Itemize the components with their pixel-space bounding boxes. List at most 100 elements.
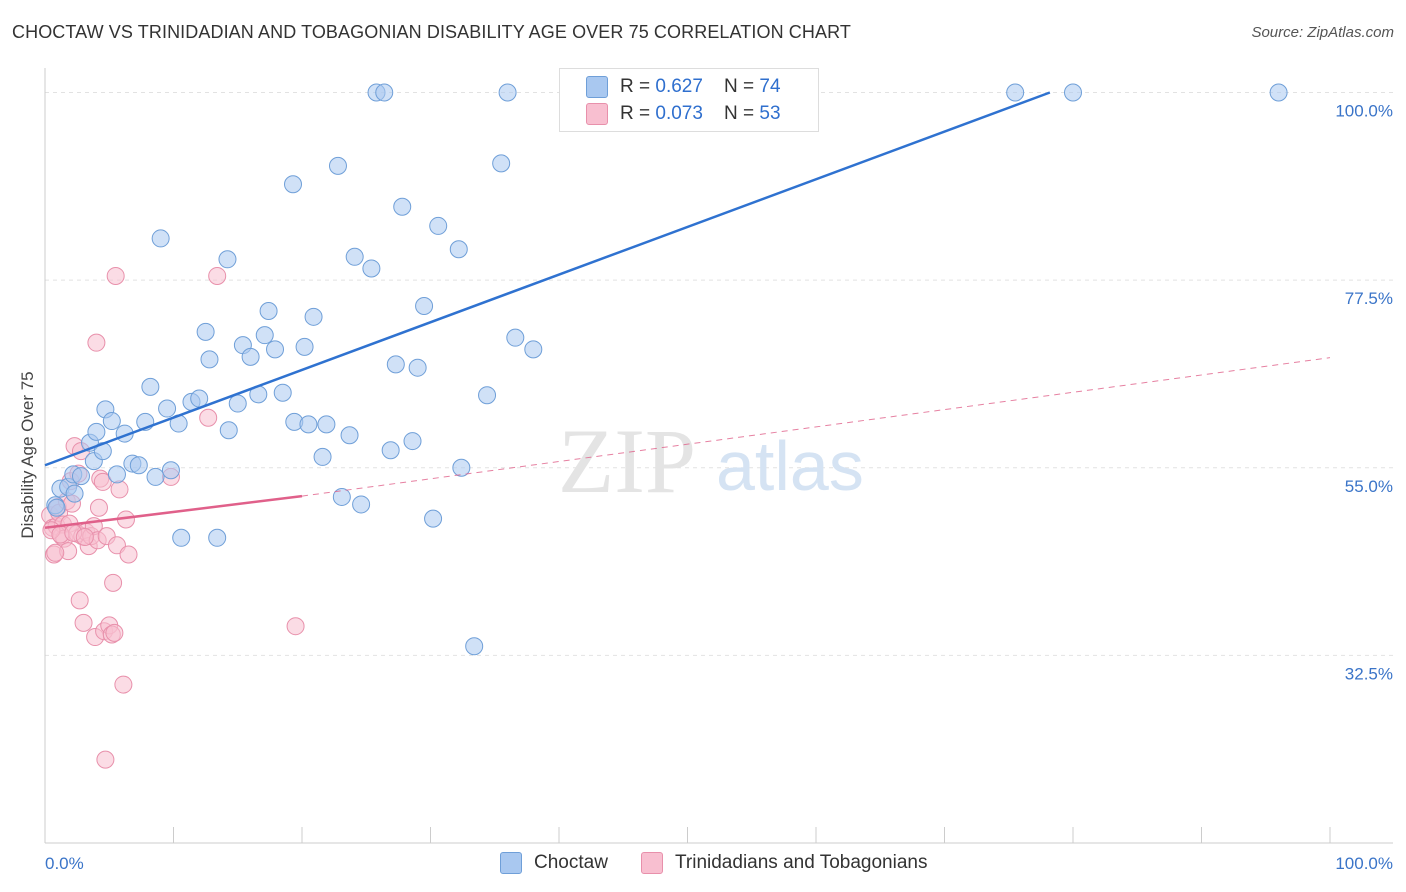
choctaw-point bbox=[87, 422, 106, 441]
choctaw-point bbox=[465, 637, 484, 656]
x-tick-label: 100.0% bbox=[1335, 854, 1393, 873]
choctaw-point bbox=[345, 247, 364, 266]
x-tick-labels: 0.0% 100.0% bbox=[45, 854, 1393, 873]
trinidad-point bbox=[106, 266, 125, 285]
y-tick-label: 55.0% bbox=[1345, 477, 1393, 496]
trinidad-point bbox=[74, 613, 93, 632]
trinidad-point bbox=[46, 543, 65, 562]
trinidad-swatch bbox=[586, 103, 608, 125]
legend-n-value-trinidad: 53 bbox=[759, 103, 781, 124]
choctaw-point bbox=[299, 415, 318, 434]
choctaw-point bbox=[449, 240, 468, 259]
choctaw-point bbox=[403, 432, 422, 451]
choctaw-point bbox=[340, 426, 359, 445]
legend-r-value-trinidad: 0.073 bbox=[655, 103, 703, 124]
source-label: Source: ZipAtlas.com bbox=[1251, 24, 1394, 41]
choctaw-point bbox=[259, 301, 278, 320]
choctaw-point bbox=[200, 350, 219, 369]
choctaw-point bbox=[375, 83, 394, 102]
legend-item-choctaw[interactable]: Choctaw bbox=[500, 852, 608, 874]
legend-row-choctaw: R = 0.627 N = 74 bbox=[586, 75, 781, 99]
trinidad-point bbox=[96, 750, 115, 769]
choctaw-point bbox=[151, 229, 170, 248]
choctaw-point bbox=[362, 259, 381, 278]
choctaw-point bbox=[219, 421, 238, 440]
choctaw-point bbox=[71, 467, 90, 486]
trinidad-trend-extension bbox=[301, 357, 1331, 497]
choctaw-point bbox=[172, 528, 191, 547]
choctaw-point bbox=[218, 250, 237, 269]
y-tick-labels: 32.5% 55.0% 77.5% 100.0% bbox=[1335, 102, 1393, 684]
choctaw-point bbox=[129, 456, 148, 475]
choctaw-point bbox=[208, 528, 227, 547]
watermark: ZIP atlas bbox=[558, 410, 864, 512]
legend-label-choctaw: Choctaw bbox=[534, 852, 608, 873]
choctaw-point bbox=[1064, 83, 1082, 102]
choctaw-point bbox=[273, 383, 292, 402]
y-tick-label: 32.5% bbox=[1345, 664, 1393, 683]
choctaw-point bbox=[1006, 83, 1025, 102]
trinidad-point bbox=[75, 527, 94, 546]
trinidad-swatch bbox=[641, 852, 663, 874]
trend-lines bbox=[44, 91, 1331, 530]
legend-r-label: R = bbox=[620, 103, 656, 124]
trinidad-point bbox=[286, 617, 305, 636]
grid-lines bbox=[45, 92, 1393, 656]
choctaw-point bbox=[408, 358, 427, 377]
choctaw-trend-line bbox=[44, 91, 1051, 467]
choctaw-point bbox=[146, 467, 165, 486]
watermark-zip: ZIP bbox=[558, 410, 696, 512]
legend-r-label: R = bbox=[620, 76, 656, 97]
choctaw-point bbox=[255, 326, 274, 345]
legend-label-trinidad: Trinidadians and Tobagonians bbox=[675, 852, 928, 873]
choctaw-point bbox=[196, 322, 215, 341]
trinidad-point bbox=[70, 591, 89, 610]
trinidad-point bbox=[110, 480, 129, 499]
y-axis-label: Disability Age Over 75 bbox=[18, 371, 37, 539]
choctaw-point bbox=[498, 83, 517, 102]
legend-item-trinidad[interactable]: Trinidadians and Tobagonians bbox=[641, 852, 927, 874]
watermark-atlas: atlas bbox=[716, 427, 864, 505]
choctaw-point bbox=[158, 399, 177, 418]
choctaw-point bbox=[190, 389, 209, 408]
choctaw-point bbox=[452, 458, 471, 477]
series-legend: Choctaw Trinidadians and Tobagonians bbox=[0, 852, 1406, 878]
choctaw-swatch bbox=[500, 852, 522, 874]
y-tick-label: 100.0% bbox=[1335, 102, 1393, 121]
trinidad-point bbox=[87, 333, 106, 352]
trinidad-trend-line bbox=[44, 494, 303, 530]
choctaw-point bbox=[429, 216, 448, 235]
trinidad-point bbox=[105, 623, 124, 642]
choctaw-point bbox=[313, 447, 332, 466]
choctaw-point bbox=[107, 465, 126, 484]
choctaw-point bbox=[381, 441, 400, 460]
choctaw-point bbox=[1269, 83, 1288, 102]
choctaw-point bbox=[141, 377, 160, 396]
choctaw-point bbox=[524, 340, 543, 359]
legend-n-label: N = bbox=[724, 76, 760, 97]
choctaw-points bbox=[46, 83, 1288, 656]
x-tick-label: 0.0% bbox=[45, 854, 84, 873]
legend-r-value-choctaw: 0.627 bbox=[655, 76, 703, 97]
trinidad-point bbox=[199, 408, 218, 427]
legend-n-value-choctaw: 74 bbox=[759, 76, 781, 97]
legend-n-label: N = bbox=[724, 103, 760, 124]
choctaw-point bbox=[506, 328, 525, 347]
stats-legend: R = 0.627 N = 74 R = 0.073 N = 53 bbox=[559, 68, 819, 132]
choctaw-point bbox=[492, 154, 511, 173]
choctaw-point bbox=[102, 412, 121, 431]
choctaw-point bbox=[47, 498, 66, 517]
choctaw-point bbox=[228, 394, 247, 413]
choctaw-point bbox=[328, 156, 347, 175]
y-tick-label: 77.5% bbox=[1345, 289, 1393, 308]
trinidad-point bbox=[104, 573, 123, 592]
choctaw-point bbox=[386, 355, 405, 374]
choctaw-point bbox=[161, 461, 180, 480]
trinidad-point bbox=[114, 675, 133, 694]
chart-title: CHOCTAW VS TRINIDADIAN AND TOBAGONIAN DI… bbox=[12, 22, 851, 42]
trinidad-point bbox=[93, 472, 112, 491]
choctaw-swatch bbox=[586, 76, 608, 98]
choctaw-point bbox=[295, 337, 314, 356]
choctaw-point bbox=[241, 347, 260, 366]
